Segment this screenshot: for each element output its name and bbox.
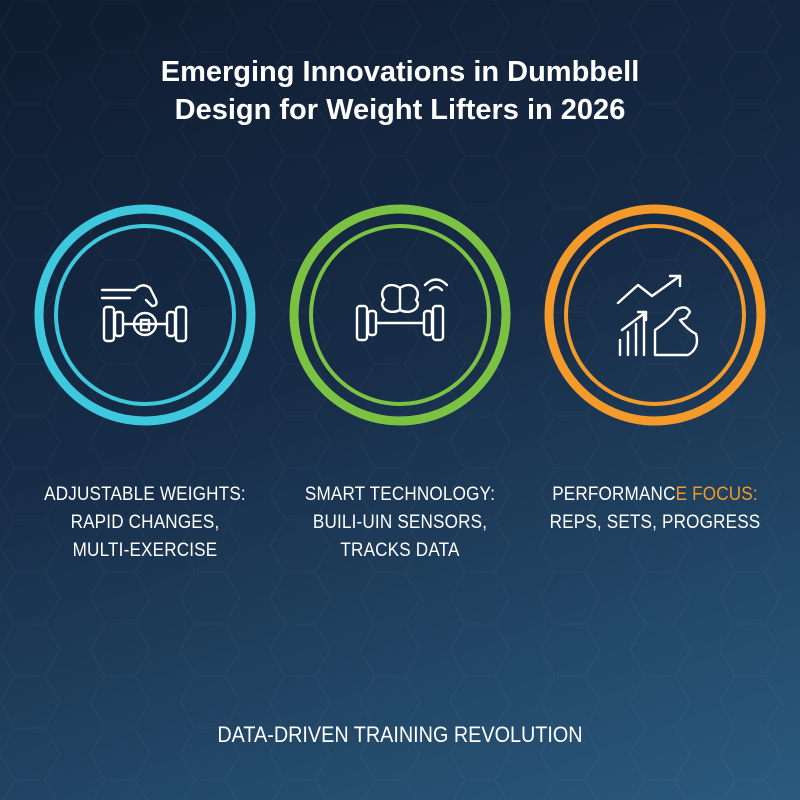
- ring: [34, 204, 256, 426]
- title-line: Emerging Innovations in Dumbbell: [160, 56, 640, 88]
- adjustable-icon: [100, 284, 188, 343]
- ring: [309, 224, 491, 406]
- title-line: Design for Weight Lifters in 2026: [174, 94, 626, 126]
- heading-part: E FOCUS:: [675, 484, 758, 505]
- feature-line: REPS, SETS, PROGRESS: [549, 512, 761, 533]
- ring: [564, 224, 746, 406]
- ring: [544, 204, 766, 426]
- heading-part: ADJUSTABLE WEIGHTS:: [44, 484, 246, 505]
- heading-part: SMART TECHNOLOGY:: [304, 484, 496, 505]
- feature-line: MULTI-EXERCISE: [72, 540, 218, 561]
- feature-line: RAPID CHANGES,: [70, 512, 220, 533]
- feature-line: TRACKS DATA: [340, 540, 460, 561]
- feature-text: PERFORMANCE FOCUS: REPS, SETS, PROGRESS: [538, 481, 772, 537]
- feature-text: SMART TECHNOLOGY: BUILI-UIN SENSORS, TRACK…: [283, 481, 517, 565]
- ring: [289, 204, 511, 426]
- performance-icon: [616, 274, 699, 357]
- feature-text: ADJUSTABLE WEIGHTS: RAPID CHANGES, MULTI-E…: [28, 481, 262, 565]
- feature-line: BUILI-UIN SENSORS,: [312, 512, 488, 533]
- footer-text: DATA-DRIVEN TRAINING REVOLUTION: [217, 722, 583, 747]
- ring: [54, 224, 236, 406]
- smart-icon: [355, 278, 449, 342]
- feature-heading: ADJUSTABLE WEIGHTS:: [28, 481, 262, 509]
- feature-heading: PERFORMANCE FOCUS:: [538, 481, 772, 509]
- heading-part: PERFORMANC: [552, 484, 676, 505]
- feature-heading: SMART TECHNOLOGY:: [283, 481, 517, 509]
